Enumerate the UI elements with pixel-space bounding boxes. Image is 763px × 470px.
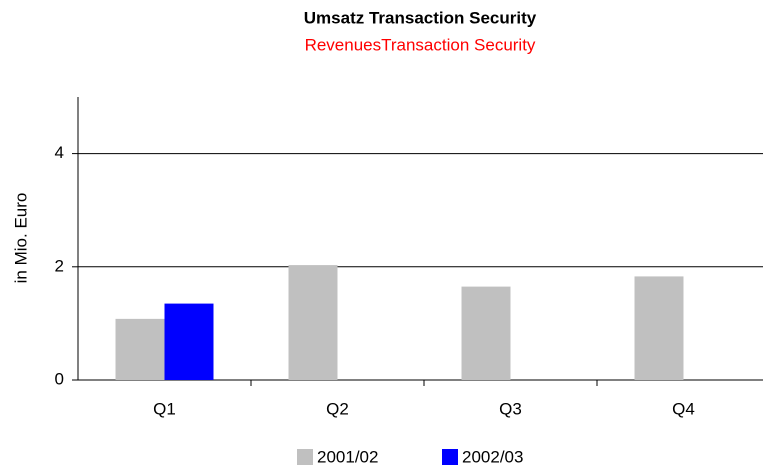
- bar: [115, 318, 165, 380]
- x-tick-label: Q2: [326, 399, 349, 418]
- chart-subtitle: RevenuesTransaction Security: [305, 35, 536, 54]
- chart-title: Umsatz Transaction Security: [304, 8, 537, 27]
- bar: [461, 286, 511, 380]
- x-tick-label: Q3: [499, 399, 522, 418]
- x-tick-label: Q1: [153, 399, 176, 418]
- legend-label: 2002/03: [462, 447, 523, 466]
- y-axis-label: in Mio. Euro: [11, 193, 30, 284]
- bar: [634, 276, 684, 380]
- y-tick-label: 0: [55, 369, 64, 388]
- legend-label: 2001/02: [317, 447, 378, 466]
- bar: [164, 303, 214, 380]
- y-tick-label: 4: [55, 143, 64, 162]
- y-tick-label: 2: [55, 256, 64, 275]
- legend-swatch: [297, 449, 313, 465]
- bar: [288, 265, 338, 380]
- x-tick-label: Q4: [672, 399, 695, 418]
- legend-swatch: [442, 449, 458, 465]
